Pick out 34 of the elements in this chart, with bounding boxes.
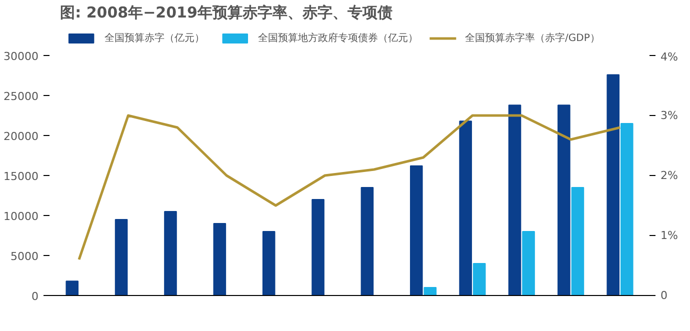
y-tick-label: 25000	[4, 90, 39, 103]
legend-label: 全国预算赤字（亿元）	[104, 32, 204, 44]
legend-label: 全国预算赤字率（赤字/GDP）	[465, 32, 600, 44]
y2-tick-label: 0	[660, 289, 668, 302]
bar	[508, 104, 522, 296]
chart-title: 图: 2008年−2019年预算赤字率、赤字、专项债	[60, 4, 392, 22]
bar	[312, 199, 324, 296]
bar	[620, 123, 634, 296]
y-tick-label: 15000	[4, 170, 39, 183]
bar	[472, 263, 486, 296]
y-tick-label: 10000	[4, 210, 39, 223]
y2-tick-label: 4%	[660, 50, 678, 64]
bar	[522, 231, 535, 296]
line-series	[78, 114, 622, 261]
bar	[410, 165, 423, 296]
bar	[571, 187, 584, 296]
bar	[360, 187, 374, 296]
bar	[459, 120, 472, 296]
bar	[262, 231, 276, 296]
bar	[114, 219, 128, 296]
bar	[164, 211, 177, 296]
y-tick-label: 20000	[4, 130, 39, 143]
y2-tick-label: 3%	[660, 109, 678, 122]
y-tick-label: 0	[32, 290, 38, 303]
y2-tick-label: 1%	[660, 229, 678, 242]
bar	[213, 223, 226, 296]
bar	[558, 104, 570, 296]
bar	[606, 74, 620, 296]
legend-label: 全国预算地方政府专项债券（亿元）	[258, 32, 418, 44]
bar	[66, 280, 79, 296]
y2-tick-label: 2%	[660, 169, 678, 182]
y-tick-label: 30000	[4, 50, 39, 63]
bar	[424, 287, 437, 296]
y-tick-label: 5000	[10, 250, 39, 263]
